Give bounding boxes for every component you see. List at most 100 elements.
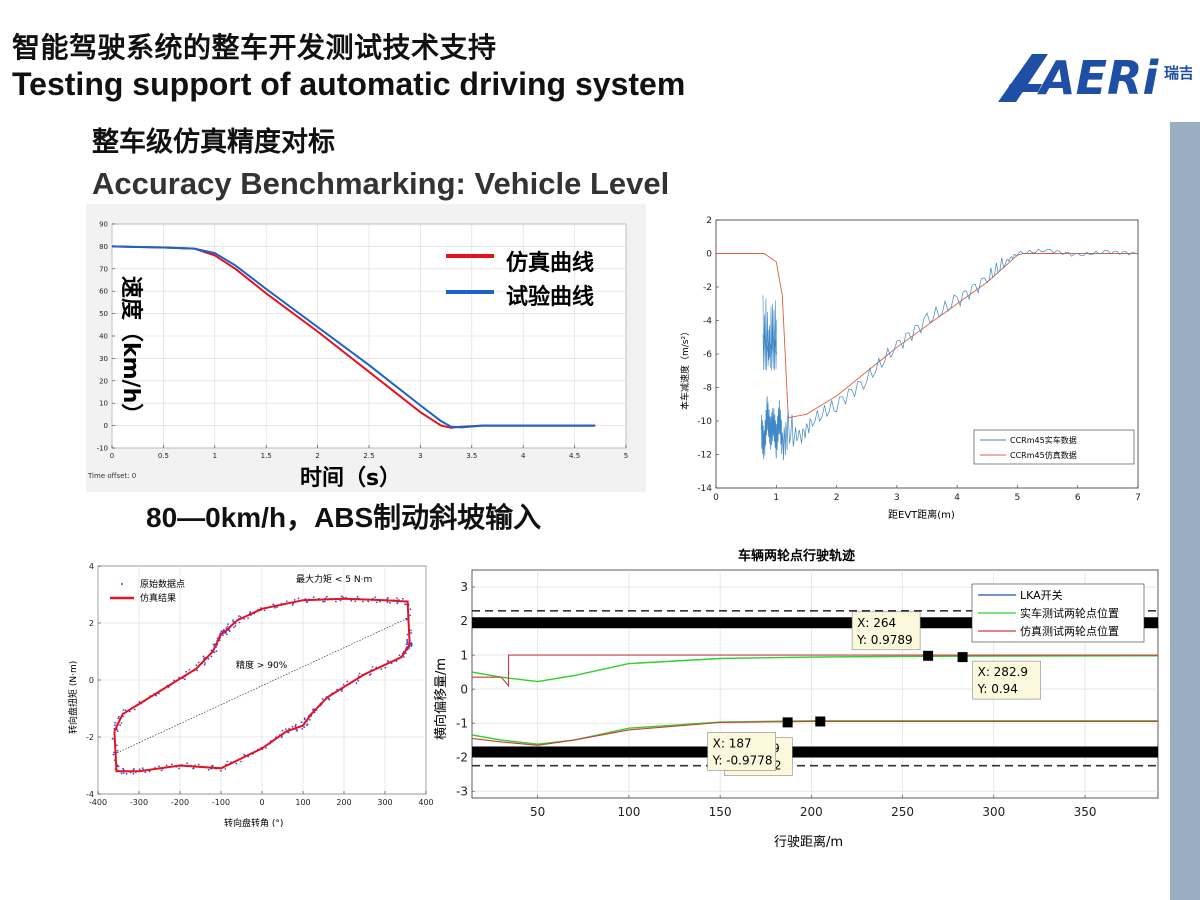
raw-data-point xyxy=(114,721,116,724)
raw-data-point xyxy=(133,708,136,711)
raw-data-point xyxy=(401,597,404,600)
raw-data-point xyxy=(409,608,412,611)
raw-data-point xyxy=(305,724,308,727)
x-tick-label: 100 xyxy=(295,798,310,807)
y-tick-label: -8 xyxy=(703,384,712,394)
raw-data-point xyxy=(213,651,216,654)
x-tick-label: 300 xyxy=(377,798,392,807)
raw-data-point xyxy=(207,768,210,771)
trajectory-y-axis-label: 横向偏移量/m xyxy=(433,658,449,740)
raw-data-point xyxy=(116,744,118,747)
y-tick-label: -4 xyxy=(86,790,94,799)
x-tick-label: 3 xyxy=(418,452,422,460)
x-tick-label: 150 xyxy=(709,805,732,819)
raw-data-point xyxy=(362,600,364,603)
raw-data-point xyxy=(233,626,235,629)
speed-x-ticks: 0 0.5 1 1.5 2 2.5 3 3.5 4 4.5 5 xyxy=(110,445,628,460)
y-tick-label: 70 xyxy=(99,265,108,273)
y-tick-label: 80 xyxy=(99,243,108,251)
trajectory-x-axis-label: 行驶距离/m xyxy=(774,834,843,850)
raw-data-point xyxy=(188,668,191,671)
raw-data-point xyxy=(183,678,186,681)
x-tick-label: 0 xyxy=(713,493,719,503)
raw-data-point xyxy=(202,655,205,658)
raw-data-point xyxy=(328,697,330,700)
time-offset-label: Time offset: 0 xyxy=(87,472,136,480)
x-tick-label: 250 xyxy=(891,805,914,819)
raw-data-point xyxy=(178,767,180,770)
raw-data-point xyxy=(215,650,218,653)
raw-data-point xyxy=(376,601,378,604)
y-tick-label: -4 xyxy=(703,317,712,327)
speed-y-ticks: -10 0 10 20 30 40 50 60 70 80 90 xyxy=(97,220,115,452)
raw-data-point xyxy=(306,601,309,604)
raw-data-point xyxy=(355,682,358,685)
raw-data-point xyxy=(380,668,383,670)
y-tick-label: 0 xyxy=(460,682,468,696)
raw-data-point xyxy=(406,633,409,636)
speed-chart: 0 0.5 1 1.5 2 2.5 3 3.5 4 4.5 5 -10010203040506070… xyxy=(86,204,646,492)
raw-data-point xyxy=(406,641,409,644)
y-tick-label: 3 xyxy=(460,580,468,594)
real-track-upper xyxy=(471,655,1159,683)
legend-label-ccr-sim: CCRm45仿真数据 xyxy=(1010,450,1077,460)
raw-data-point xyxy=(132,768,135,771)
raw-data-point xyxy=(238,621,241,624)
decel-y-axis-label: 本车减速度（m/s²） xyxy=(679,327,691,410)
x-tick-label: 3 xyxy=(894,493,900,503)
y-tick-label: 40 xyxy=(99,332,108,340)
raw-data-point xyxy=(186,762,188,765)
y-tick-label: 1 xyxy=(460,648,468,662)
speed-series xyxy=(111,245,596,429)
raw-data-point xyxy=(192,767,195,770)
raw-data-point xyxy=(124,709,127,712)
x-tick-label: 50 xyxy=(530,805,545,819)
raw-data-point xyxy=(346,680,349,683)
x-tick-label: 1.5 xyxy=(261,452,272,460)
y-tick-label: 2 xyxy=(706,216,712,226)
x-tick-label: 0 xyxy=(259,798,264,807)
datatip-y-label: Y: 0.94 xyxy=(977,682,1018,696)
raw-data-point xyxy=(321,698,324,701)
y-tick-label: 2 xyxy=(89,619,94,628)
datatip-box xyxy=(851,611,921,651)
legend-label-test: 试验曲线 xyxy=(506,284,594,310)
x-tick-label: 4 xyxy=(954,493,960,503)
raw-data-point xyxy=(138,768,141,770)
raw-data-point xyxy=(117,717,120,720)
datatip-y-label: Y: 0.9789 xyxy=(856,633,913,647)
raw-data-point xyxy=(342,683,345,686)
raw-data-point xyxy=(226,633,228,636)
raw-data-point xyxy=(386,659,389,662)
y-tick-label: 20 xyxy=(99,377,108,385)
raw-data-point xyxy=(203,663,206,666)
raw-data-point xyxy=(294,725,297,728)
raw-data-point xyxy=(367,600,370,603)
raw-data-point xyxy=(227,623,230,625)
raw-data-point xyxy=(185,670,187,673)
raw-data-point xyxy=(301,728,304,730)
raw-data-point xyxy=(265,747,267,749)
raw-data-point xyxy=(204,662,206,664)
raw-data-point xyxy=(389,601,391,604)
logo-text: AERi xyxy=(1037,51,1159,105)
raw-data-point xyxy=(371,666,374,668)
raw-data-point xyxy=(354,600,357,603)
steering-x-ticks: -400 -300 -200 -100 0 100 200 300 400 xyxy=(89,791,434,807)
raw-data-point xyxy=(410,629,412,632)
raw-data-point xyxy=(335,600,337,603)
raw-data-point xyxy=(341,690,343,692)
datatip-box xyxy=(707,732,776,771)
raw-data-point xyxy=(226,760,229,763)
raw-data-point xyxy=(116,749,119,752)
raw-data-point xyxy=(406,640,409,642)
raw-data-point xyxy=(144,771,147,774)
section-title-en: Accuracy Benchmarking: Vehicle Level xyxy=(92,166,670,201)
raw-data-point xyxy=(148,770,151,773)
trajectory-x-ticks: 50 100 150 200 250 300 350 xyxy=(530,795,1096,819)
raw-data-point xyxy=(410,632,413,634)
raw-data-point xyxy=(247,617,250,619)
y-tick-label: -2 xyxy=(456,750,468,764)
y-tick-label: -10 xyxy=(97,444,108,452)
